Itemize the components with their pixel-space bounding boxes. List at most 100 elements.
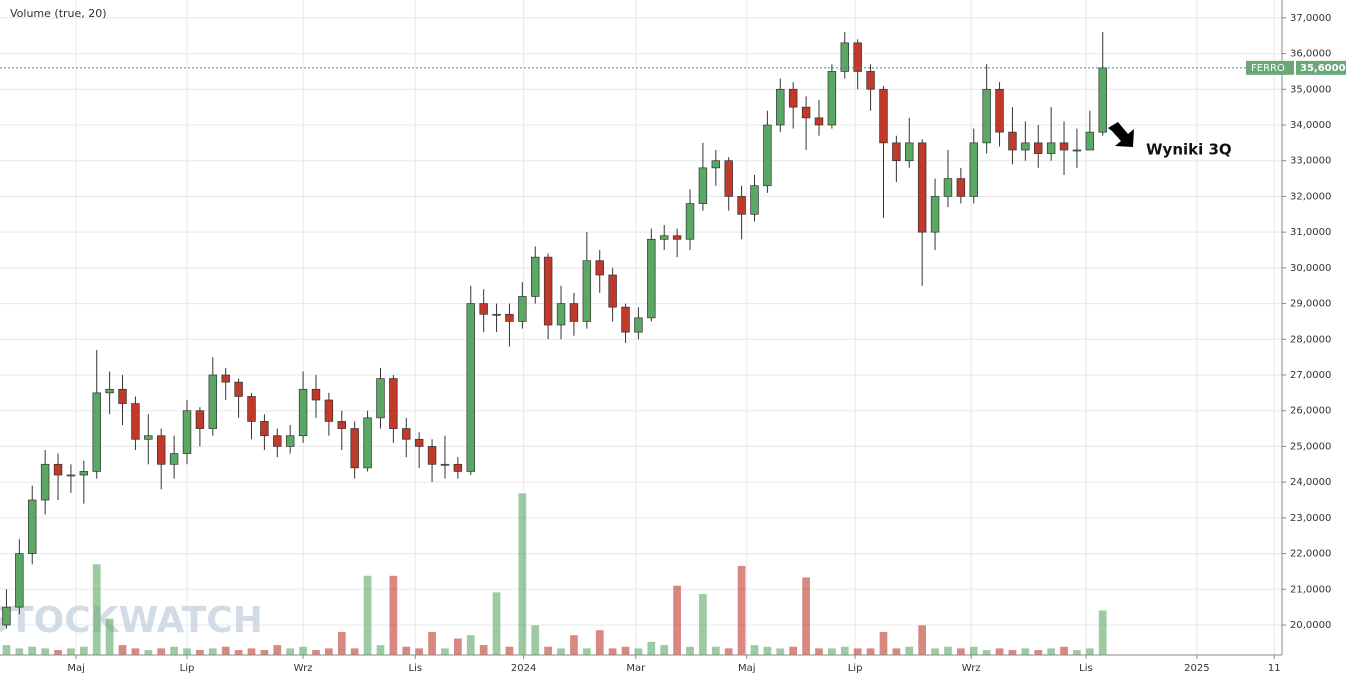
- y-tick-label: 21,0000: [1290, 584, 1331, 595]
- candle-body: [866, 71, 875, 90]
- y-tick-label: 26,0000: [1290, 406, 1331, 417]
- volume-bar: [505, 646, 514, 655]
- volume-bar: [557, 648, 565, 655]
- volume-bar: [208, 648, 217, 655]
- volume-bar: [144, 650, 153, 655]
- volume-bar: [441, 648, 449, 655]
- volume-bar: [260, 650, 269, 655]
- candle-body: [28, 499, 37, 554]
- candle-body: [582, 260, 592, 322]
- volume-bar: [802, 577, 810, 655]
- y-tick-label: 35,0000: [1290, 84, 1331, 95]
- volume-bar: [466, 635, 475, 655]
- volume-bar: [273, 645, 282, 655]
- candle-body: [15, 553, 24, 608]
- volume-bar: [2, 645, 11, 655]
- candle-body: [40, 463, 50, 501]
- candle-body: [763, 124, 772, 187]
- volume-bar: [1021, 648, 1030, 655]
- volume-bar: [286, 648, 295, 655]
- candle-body: [647, 238, 656, 319]
- volume-bar: [582, 648, 591, 655]
- volume-bar: [905, 646, 914, 655]
- volume-bar: [402, 646, 411, 655]
- candle-body: [1021, 142, 1030, 151]
- candle-body: [956, 178, 966, 197]
- candle-body: [324, 399, 334, 422]
- volume-bar: [1098, 610, 1107, 655]
- volume-bar: [247, 648, 256, 655]
- candle-body: [672, 235, 682, 240]
- volume-bar: [376, 645, 385, 655]
- candle-body: [79, 471, 89, 476]
- candle-body: [814, 117, 824, 126]
- candle-body: [1098, 67, 1107, 133]
- candle-body: [840, 42, 849, 72]
- volume-bar: [1085, 648, 1094, 655]
- volume-bar: [892, 648, 901, 655]
- volume-bar: [763, 646, 772, 655]
- symbol-label: FERRO: [1251, 63, 1285, 74]
- candle-body: [92, 392, 101, 472]
- candle-body: [788, 88, 798, 108]
- volume-bar: [428, 631, 436, 655]
- candle-body: [698, 167, 708, 204]
- candle-body: [53, 463, 63, 476]
- volume-bar: [544, 646, 553, 655]
- volume-bar: [711, 646, 720, 655]
- candle-body: [118, 388, 127, 404]
- candle-body: [234, 381, 243, 397]
- volume-panel: [2, 493, 1107, 655]
- candle-body: [737, 196, 746, 215]
- volume-bar: [479, 645, 488, 655]
- candle-body: [1034, 142, 1043, 154]
- volume-bar: [647, 641, 656, 655]
- candle-body: [905, 142, 914, 162]
- candle-body: [543, 256, 553, 326]
- volume-bar: [737, 565, 746, 655]
- volume-bar: [776, 648, 785, 655]
- y-tick-label: 24,0000: [1290, 477, 1331, 488]
- candle-body: [195, 410, 205, 429]
- candle-body: [569, 303, 579, 322]
- candle-body: [556, 303, 566, 326]
- volume-bar: [1047, 648, 1056, 655]
- volume-bar: [337, 631, 346, 655]
- candle-body: [131, 403, 140, 440]
- volume-bar: [79, 646, 88, 655]
- candle-body: [1046, 142, 1056, 154]
- volume-bar: [518, 493, 527, 655]
- candle-body: [479, 303, 488, 315]
- volume-bar: [944, 646, 952, 655]
- volume-bar: [492, 592, 501, 655]
- volume-bar: [157, 648, 166, 655]
- volume-bar: [840, 646, 849, 655]
- y-tick-label: 34,0000: [1290, 120, 1331, 131]
- x-tick-label: Maj: [738, 663, 756, 674]
- candle-body: [144, 435, 153, 440]
- candle-body: [66, 474, 76, 477]
- volume-bar: [415, 648, 424, 655]
- candle-body: [311, 388, 321, 401]
- y-tick-label: 23,0000: [1290, 513, 1331, 524]
- candle-body: [182, 410, 192, 454]
- candle-body: [363, 417, 372, 469]
- y-tick-label: 31,0000: [1290, 227, 1331, 238]
- volume-bar: [724, 648, 733, 655]
- y-tick-label: 30,0000: [1290, 263, 1331, 274]
- candle-body: [350, 428, 359, 469]
- volume-bar: [1060, 646, 1068, 655]
- candle-body: [337, 421, 346, 429]
- watermark: STOCKWATCH: [0, 600, 263, 641]
- candle-body: [285, 435, 295, 447]
- candle-body: [943, 178, 953, 197]
- x-tick-label: Wrz: [962, 663, 981, 674]
- candle-body: [427, 446, 437, 465]
- annotation-arrow: [1108, 122, 1134, 147]
- candle-body: [659, 235, 669, 240]
- candle-body: [414, 438, 424, 447]
- volume-bar: [170, 646, 178, 655]
- y-tick-label: 36,0000: [1290, 49, 1331, 60]
